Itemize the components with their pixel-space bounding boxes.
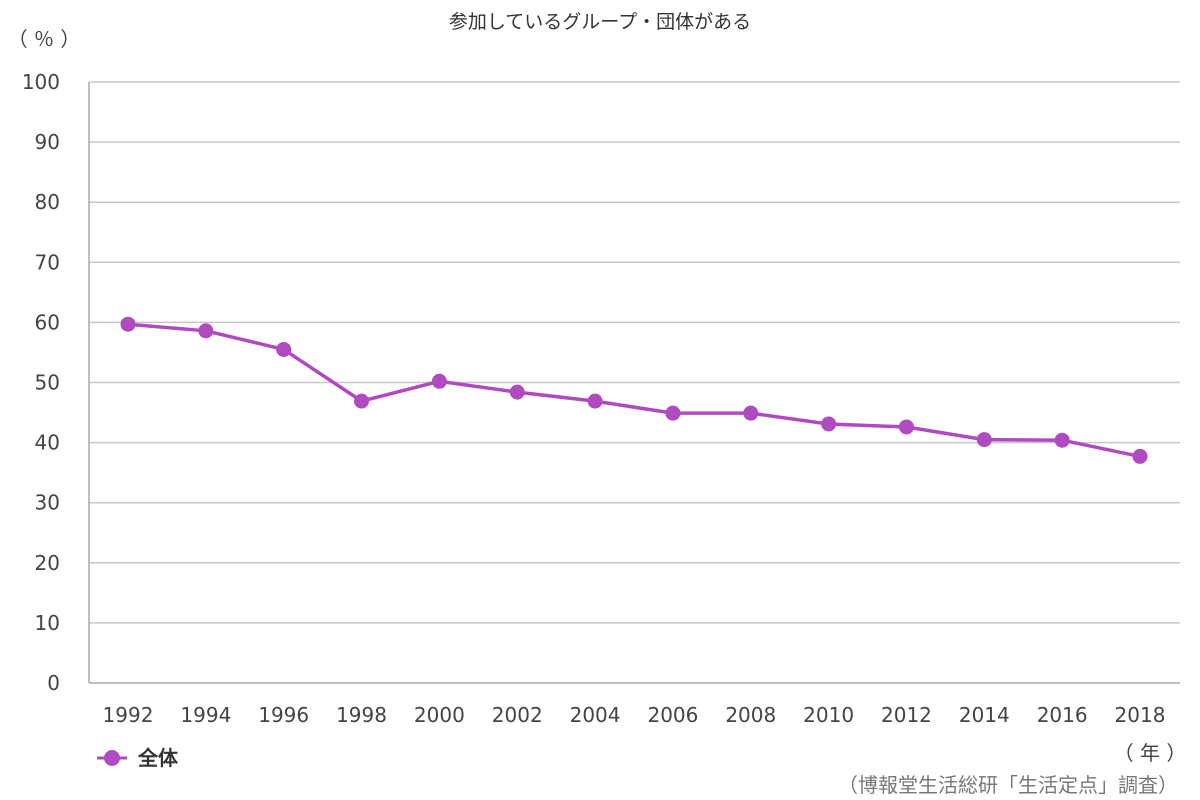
data-point xyxy=(821,416,837,432)
source-note: （博報堂生活総研「生活定点」調査） xyxy=(838,773,1178,797)
legend: 全体 xyxy=(97,746,179,770)
y-tick-label: 90 xyxy=(35,130,60,154)
x-axis-ticks: 1992 1994 1996 1998 2000 2002 2004 2006 2008 2010… xyxy=(103,703,1166,727)
y-tick-label: 70 xyxy=(35,250,60,274)
gridlines xyxy=(89,81,1180,624)
x-tick-label: 2010 xyxy=(803,703,854,727)
x-tick-label: 2016 xyxy=(1037,703,1088,727)
y-tick-label: 0 xyxy=(47,671,60,695)
x-tick-label: 2000 xyxy=(414,703,465,727)
data-point xyxy=(976,432,992,448)
series-layer xyxy=(120,316,1148,464)
x-tick-label: 1992 xyxy=(103,703,154,727)
series-line xyxy=(127,322,1141,459)
data-point xyxy=(276,341,292,357)
y-tick-label: 50 xyxy=(35,371,60,395)
data-point xyxy=(1054,432,1070,448)
x-tick-label: 2012 xyxy=(881,703,932,727)
y-tick-label: 60 xyxy=(35,310,60,334)
y-tick-label: 100 xyxy=(22,70,60,94)
x-tick-label: 2002 xyxy=(492,703,543,727)
x-tick-label: 2008 xyxy=(725,703,776,727)
data-point xyxy=(1132,448,1148,464)
legend-label: 全体 xyxy=(137,746,179,770)
x-tick-label: 1994 xyxy=(180,703,231,727)
y-axis-ticks: 0 10 20 30 40 50 60 70 80 90 100 xyxy=(22,70,60,695)
x-axis-unit: （ 年 ） xyxy=(1114,741,1187,765)
data-point xyxy=(509,384,525,400)
data-point xyxy=(431,373,447,389)
x-tick-label: 1998 xyxy=(336,703,387,727)
data-point xyxy=(665,405,681,421)
y-axis-unit: （ ％ ） xyxy=(8,27,81,51)
legend-marker xyxy=(104,750,120,766)
data-point xyxy=(743,405,759,421)
x-tick-label: 2004 xyxy=(570,703,621,727)
data-point xyxy=(354,393,370,409)
y-tick-label: 10 xyxy=(35,611,60,635)
axes xyxy=(88,82,1180,684)
y-tick-label: 20 xyxy=(35,551,60,575)
y-tick-label: 80 xyxy=(35,190,60,214)
y-tick-label: 40 xyxy=(35,431,60,455)
data-point xyxy=(587,393,603,409)
data-point xyxy=(198,323,214,339)
x-tick-label: 2018 xyxy=(1115,703,1166,727)
data-point xyxy=(898,419,914,435)
x-tick-label: 2014 xyxy=(959,703,1010,727)
y-tick-label: 30 xyxy=(35,491,60,515)
chart-title: 参加しているグループ・団体がある xyxy=(449,11,751,33)
data-point xyxy=(120,316,136,332)
x-tick-label: 1996 xyxy=(258,703,309,727)
x-tick-label: 2006 xyxy=(647,703,698,727)
